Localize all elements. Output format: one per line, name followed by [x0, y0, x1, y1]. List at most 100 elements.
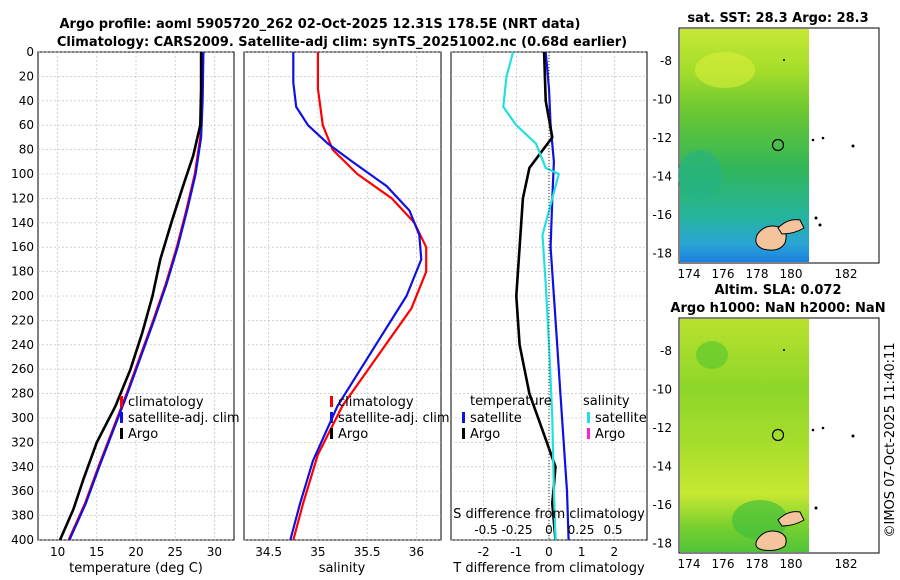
- depth-tick-label: 340: [11, 460, 34, 474]
- map-lon-tick: 176: [712, 267, 735, 281]
- depth-tick-label: 240: [11, 338, 34, 352]
- difference-legend: temperature satellite Argo salinity sate…: [462, 394, 647, 442]
- map-lon-tick: 182: [835, 267, 858, 281]
- sst-map: sat. SST: 28.3 Argo: 28.3: [652, 11, 880, 281]
- x-tick-label: 15: [89, 545, 104, 559]
- temperature-legend-satellite: satellite-adj. clim: [128, 411, 240, 426]
- depth-tick-label: 120: [11, 191, 34, 205]
- map-lat-tick: -10: [652, 93, 672, 107]
- legend-salinity-argo: Argo: [595, 427, 625, 442]
- map-lon-tick: 178: [746, 557, 769, 571]
- salinity-xlabel: salinity: [319, 561, 366, 576]
- s-tick-label: 0.25: [568, 523, 595, 537]
- map-lon-tick: 180: [780, 267, 803, 281]
- salinity-legend-argo: Argo: [338, 427, 368, 442]
- x-tick-label: 36: [409, 545, 424, 559]
- depth-tick-label: 0: [26, 45, 34, 59]
- imos-watermark: ©IMOS 07-Oct-2025 11:40:11: [883, 342, 898, 537]
- map-lat-tick: -16: [652, 208, 672, 222]
- series-line-t-argo: [514, 51, 557, 541]
- title-line2: Climatology: CARS2009. Satellite-adj cli…: [57, 35, 627, 50]
- legend-title-temperature: temperature: [470, 394, 552, 409]
- depth-tick-label: 300: [11, 411, 34, 425]
- temperature-xlabel: temperature (deg C): [69, 561, 203, 576]
- depth-tick-label: 260: [11, 362, 34, 376]
- x-tick-label: 0: [545, 545, 553, 559]
- s-tick-label: 0: [545, 523, 553, 537]
- x-tick-label: 10: [50, 545, 65, 559]
- temperature-legend: climatology satellite-adj. clim Argo: [120, 395, 240, 442]
- map-lon-tick: 174: [678, 267, 701, 281]
- map-lon-tick: 178: [746, 267, 769, 281]
- x-tick-label: 30: [207, 545, 222, 559]
- depth-tick-label: 400: [11, 533, 34, 547]
- series-line-satellite-adj-clim: [68, 51, 205, 541]
- map-lon-tick: 180: [780, 557, 803, 571]
- series-line-argo: [58, 52, 203, 541]
- legend-salinity-satellite: satellite: [595, 411, 647, 426]
- title-line1: Argo profile: aoml 5905720_262 02-Oct-20…: [60, 17, 581, 32]
- legend-title-salinity: salinity: [583, 394, 630, 409]
- salinity-legend: climatology satellite-adj. clim Argo: [330, 395, 450, 442]
- s-difference-label: S difference from climatology: [453, 507, 645, 522]
- x-tick-label: 35.5: [354, 545, 381, 559]
- argo-position-marker-sla: [771, 428, 785, 442]
- sla-map-title2: Argo h1000: NaN h2000: NaN: [670, 301, 885, 316]
- map-lat-tick: -12: [652, 421, 672, 435]
- depth-tick-label: 200: [11, 289, 34, 303]
- series-line-satellite-adj-clim: [289, 52, 423, 541]
- depth-tick-label: 360: [11, 484, 34, 498]
- salinity-legend-climatology: climatology: [338, 395, 414, 410]
- s-tick-label: -0.25: [501, 523, 532, 537]
- map-lat-tick: -14: [652, 460, 672, 474]
- map-lat-tick: -10: [652, 383, 672, 397]
- s-tick-label: 0.5: [603, 523, 622, 537]
- x-tick-label: 1: [578, 545, 586, 559]
- legend-temperature-satellite: satellite: [470, 411, 522, 426]
- x-tick-label: 2: [611, 545, 619, 559]
- x-tick-label: 35: [310, 545, 325, 559]
- x-tick-label: -2: [478, 545, 490, 559]
- map-lon-tick: 182: [835, 557, 858, 571]
- salinity-legend-satellite: satellite-adj. clim: [338, 411, 450, 426]
- map-lat-tick: -14: [652, 170, 672, 184]
- s-tick-label: -0.5: [474, 523, 497, 537]
- legend-temperature-argo: Argo: [470, 427, 500, 442]
- depth-tick-label: 380: [11, 509, 34, 523]
- sla-map: Altim. SLA: 0.072 Argo h1000: NaN h2000:…: [652, 283, 885, 571]
- x-tick-label: 25: [168, 545, 183, 559]
- depth-tick-label: 180: [11, 265, 34, 279]
- depth-tick-label: 280: [11, 387, 34, 401]
- depth-tick-label: 80: [19, 143, 34, 157]
- depth-tick-label: 220: [11, 313, 34, 327]
- map-lon-tick: 176: [712, 557, 735, 571]
- map-lat-tick: -8: [660, 54, 672, 68]
- s-difference-ticks: -0.5 -0.25 0 0.25 0.5: [474, 523, 622, 537]
- sla-map-title1: Altim. SLA: 0.072: [715, 283, 842, 298]
- depth-tick-label: 20: [19, 69, 34, 83]
- map-lat-tick: -16: [652, 498, 672, 512]
- depth-tick-label: 40: [19, 94, 34, 108]
- argo-position-marker: [771, 138, 785, 152]
- depth-tick-label: 160: [11, 240, 34, 254]
- salinity-panel: 34.5 35 35.5 36 salinity climatology satell…: [243, 51, 450, 576]
- x-tick-label: -1: [510, 545, 522, 559]
- map-lat-tick: -18: [652, 537, 672, 551]
- island-coastline: [755, 225, 787, 251]
- series-line-s-satellite: [502, 51, 560, 541]
- sst-map-title: sat. SST: 28.3 Argo: 28.3: [687, 11, 868, 26]
- difference-panel: -2 -1 0 1 2 T difference from climatology S …: [450, 51, 648, 576]
- difference-xlabel: T difference from climatology: [452, 561, 645, 576]
- depth-tick-label: 60: [19, 118, 34, 132]
- x-tick-label: 34.5: [255, 545, 282, 559]
- x-tick-label: 20: [128, 545, 143, 559]
- map-lat-tick: -18: [652, 247, 672, 261]
- map-lat-tick: -12: [652, 131, 672, 145]
- temperature-legend-climatology: climatology: [128, 395, 204, 410]
- series-line-t-satellite: [544, 51, 570, 541]
- temperature-panel: 0 20 40 60 80 100 120 140 160 180 200 220 240 260 280 3…: [11, 45, 240, 576]
- map-lon-tick: 174: [678, 557, 701, 571]
- map-lat-tick: -8: [660, 344, 672, 358]
- temperature-legend-argo: Argo: [128, 427, 158, 442]
- depth-tick-label: 320: [11, 435, 34, 449]
